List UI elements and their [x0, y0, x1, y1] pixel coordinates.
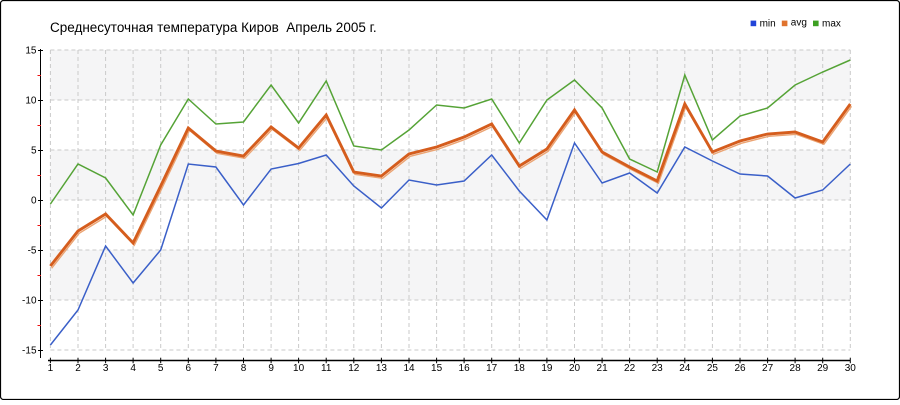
svg-text:6: 6: [186, 363, 192, 374]
svg-text:7: 7: [213, 363, 219, 374]
svg-text:10: 10: [25, 96, 37, 107]
svg-text:Среднесуточная температура Кир: Среднесуточная температура Киров Апрель …: [50, 20, 377, 35]
svg-text:avg: avg: [791, 17, 807, 28]
svg-text:26: 26: [734, 363, 746, 374]
svg-text:16: 16: [459, 363, 471, 374]
svg-text:23: 23: [652, 363, 664, 374]
svg-text:19: 19: [541, 363, 553, 374]
svg-text:29: 29: [817, 363, 829, 374]
svg-text:14: 14: [403, 363, 415, 374]
svg-text:min: min: [760, 19, 776, 30]
svg-text:20: 20: [569, 363, 581, 374]
svg-text:10: 10: [293, 363, 305, 374]
svg-text:2: 2: [75, 363, 81, 374]
svg-text:1: 1: [48, 363, 54, 374]
svg-text:5: 5: [158, 363, 164, 374]
svg-text:17: 17: [486, 363, 498, 374]
svg-text:25: 25: [707, 363, 719, 374]
svg-text:24: 24: [679, 363, 691, 374]
svg-text:4: 4: [130, 363, 136, 374]
svg-text:21: 21: [597, 363, 609, 374]
svg-text:11: 11: [321, 363, 332, 374]
svg-text:22: 22: [624, 363, 636, 374]
svg-text:5: 5: [31, 146, 37, 157]
svg-text:27: 27: [762, 363, 774, 374]
svg-text:max: max: [822, 19, 841, 30]
svg-text:13: 13: [376, 363, 388, 374]
svg-text:30: 30: [845, 363, 857, 374]
svg-text:9: 9: [268, 363, 274, 374]
svg-text:3: 3: [103, 363, 109, 374]
svg-text:12: 12: [348, 363, 360, 374]
svg-text:0: 0: [31, 196, 37, 207]
svg-text:18: 18: [514, 363, 526, 374]
svg-text:15: 15: [431, 363, 443, 374]
svg-text:-10: -10: [22, 296, 37, 307]
svg-text:-5: -5: [28, 246, 37, 257]
svg-text:15: 15: [25, 46, 37, 57]
svg-text:28: 28: [790, 363, 802, 374]
svg-text:-15: -15: [22, 346, 37, 357]
svg-text:8: 8: [241, 363, 247, 374]
